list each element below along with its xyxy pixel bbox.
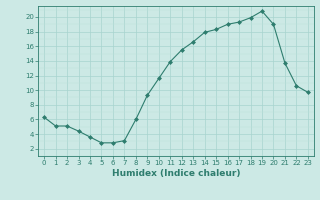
X-axis label: Humidex (Indice chaleur): Humidex (Indice chaleur) <box>112 169 240 178</box>
